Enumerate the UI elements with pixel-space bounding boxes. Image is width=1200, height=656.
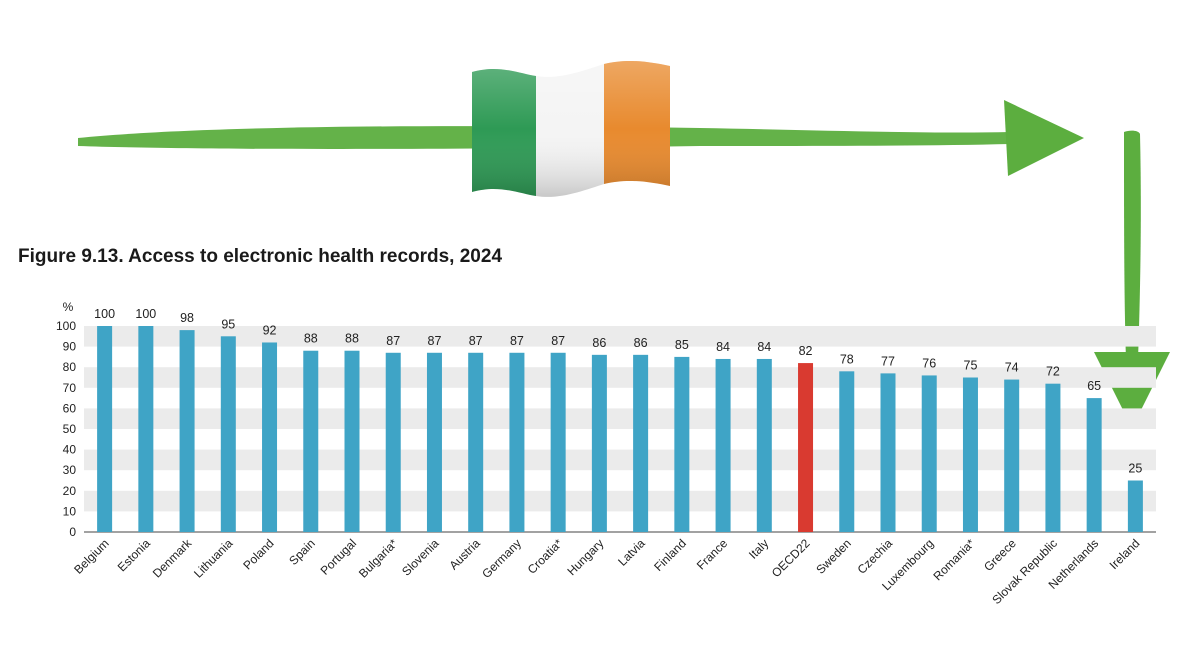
category-label: Poland: [240, 536, 276, 572]
bar-estonia: [138, 326, 154, 532]
grid-band: [84, 408, 1156, 429]
bar-lithuania: [220, 336, 236, 532]
y-tick-label: 50: [63, 422, 77, 436]
value-label: 25: [1128, 462, 1142, 476]
bar-greece: [1004, 379, 1020, 532]
value-label: 87: [510, 334, 524, 348]
category-label: Belgium: [71, 536, 112, 577]
value-label: 87: [551, 334, 565, 348]
bar-austria: [468, 352, 484, 532]
grid-band: [84, 449, 1156, 471]
value-label: 95: [221, 317, 235, 331]
bar-sweden: [839, 371, 855, 532]
bar-belgium: [97, 326, 113, 532]
bar-bulgaria-: [385, 352, 401, 532]
grid-band: [84, 367, 1156, 388]
bar-croatia-: [550, 352, 566, 532]
bars: [97, 326, 1143, 532]
value-labels: 100 100 98 95 92 88 88 87 87 87 87 87 86 86 85 84 84 82 78…: [94, 307, 1142, 476]
value-label: 87: [428, 334, 442, 348]
chart-title: Figure 9.13. Access to electronic health…: [18, 246, 503, 267]
category-label: Latvia: [615, 536, 648, 569]
category-label: Ireland: [1107, 536, 1143, 572]
value-label: 100: [135, 307, 156, 321]
bar-spain: [303, 350, 319, 532]
bar-oecd22: [798, 363, 814, 532]
y-tick-label: 60: [63, 401, 77, 415]
bar-slovak-republic: [1045, 383, 1061, 532]
value-label: 84: [757, 340, 771, 354]
value-label: 82: [799, 344, 813, 358]
bar-france: [715, 358, 731, 532]
grid-bands: [84, 326, 1156, 512]
bar-poland: [262, 342, 278, 532]
y-tick-label: 100: [56, 319, 76, 333]
grid-band: [84, 490, 1156, 512]
bar-czechia: [880, 373, 896, 532]
bar-ireland: [1127, 480, 1143, 532]
category-label: Portugal: [318, 536, 360, 578]
bar-denmark: [179, 330, 195, 532]
value-label: 72: [1046, 365, 1060, 379]
value-label: 86: [634, 336, 648, 350]
value-label: 86: [592, 336, 606, 350]
category-label: Finland: [651, 536, 689, 574]
value-label: 88: [345, 332, 359, 346]
category-label: Lithuania: [191, 536, 236, 581]
value-label: 74: [1005, 361, 1019, 375]
bar-netherlands: [1086, 398, 1102, 532]
ireland-flag: [472, 60, 670, 197]
bar-portugal: [344, 350, 360, 532]
category-label: Romania*: [930, 536, 977, 583]
category-label: Sweden: [813, 536, 854, 577]
category-label: Estonia: [115, 536, 153, 574]
y-tick-label: 10: [63, 504, 77, 518]
value-label: 77: [881, 354, 895, 368]
y-tick-label: 20: [63, 484, 77, 498]
value-label: 88: [304, 332, 318, 346]
value-label: 100: [94, 307, 115, 321]
y-tick-label: 70: [63, 381, 77, 395]
category-label: OECD22: [769, 536, 813, 580]
y-tick-label: 0: [69, 525, 76, 539]
y-tick-label: 30: [63, 463, 77, 477]
y-axis-label: %: [63, 300, 74, 314]
category-label: Czechia: [855, 536, 896, 577]
value-label: 75: [964, 359, 978, 373]
value-label: 87: [469, 334, 483, 348]
category-label: Denmark: [150, 536, 195, 581]
value-label: 65: [1087, 379, 1101, 393]
grid-band: [84, 326, 1156, 347]
category-label: Bulgaria*: [356, 536, 401, 581]
category-label: Greece: [981, 536, 1019, 574]
y-tick-label: 90: [63, 340, 77, 354]
bar-romania-: [962, 377, 978, 532]
value-label: 84: [716, 340, 730, 354]
category-label: Spain: [286, 536, 318, 568]
value-label: 78: [840, 352, 854, 366]
category-label: Croatia*: [525, 536, 566, 577]
bar-hungary: [591, 354, 607, 532]
value-label: 85: [675, 338, 689, 352]
bar-luxembourg: [921, 375, 937, 532]
category-label: Hungary: [565, 536, 607, 578]
bar-italy: [756, 358, 772, 532]
value-label: 92: [263, 323, 277, 337]
value-label: 98: [180, 311, 194, 325]
value-label: 76: [922, 356, 936, 370]
category-label: Austria: [446, 536, 483, 573]
bar-latvia: [633, 354, 649, 532]
y-tick-label: 40: [63, 443, 77, 457]
bar-germany: [509, 352, 525, 532]
bar-slovenia: [426, 352, 442, 532]
bar-finland: [674, 356, 690, 532]
y-tick-label: 80: [63, 360, 77, 374]
category-label: Italy: [746, 536, 771, 561]
category-label: Germany: [479, 536, 524, 581]
category-label: Slovenia: [399, 536, 442, 579]
value-label: 87: [386, 334, 400, 348]
category-label: France: [694, 536, 731, 573]
